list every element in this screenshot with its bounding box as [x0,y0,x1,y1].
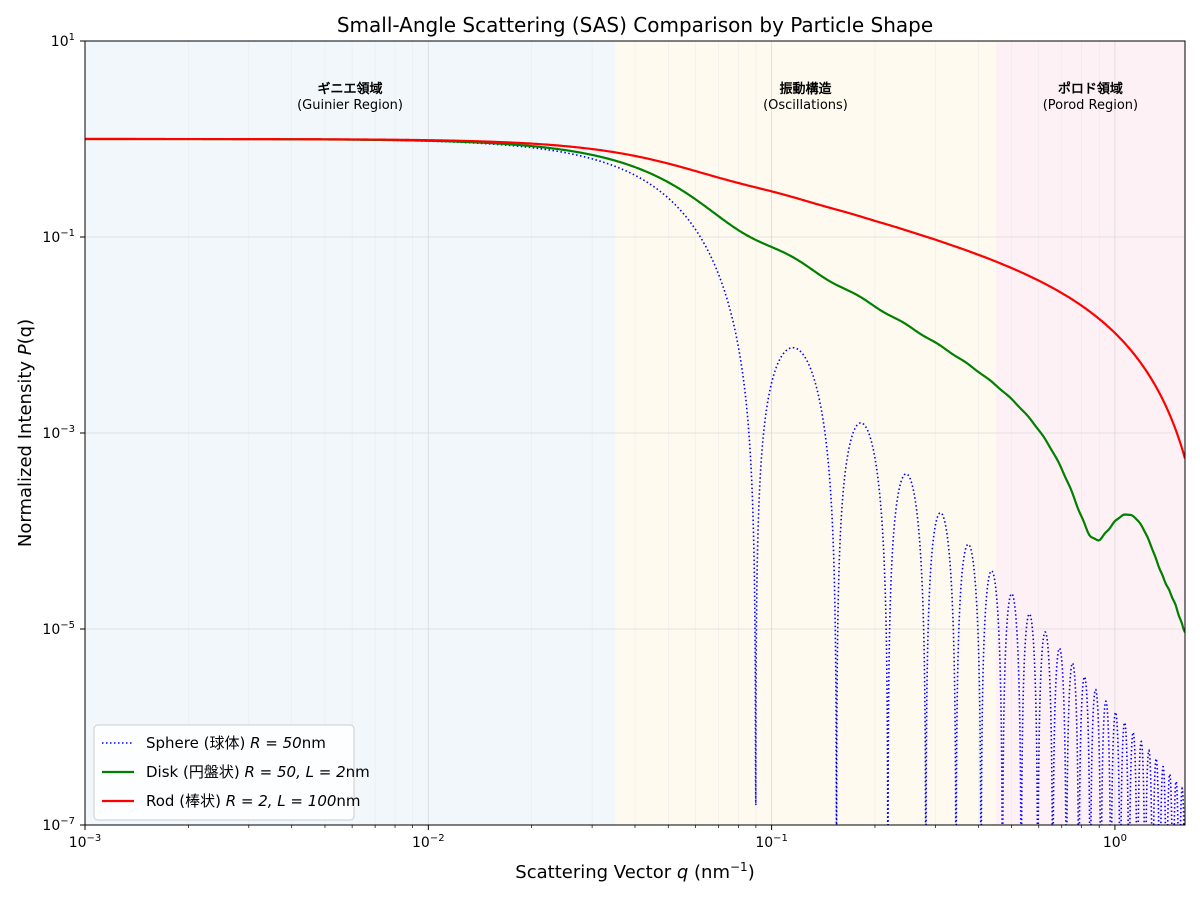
region-subtitle-1: (Oscillations) [763,98,848,113]
legend-box [93,724,355,821]
region-subtitle-0: (Guinier Region) [297,98,403,113]
y-tick-label: 10−1 [42,228,75,246]
legend-label-sphere: Sphere (球体) R = 50nm [146,734,326,752]
y-axis-label: Normalized Intensity P(q) [15,319,36,547]
region-labels: ギニエ領域(Guinier Region) 振動構造(Oscillations) ポ… [297,81,1138,113]
series-lines [85,137,1185,825]
y-tick-label: 10−7 [42,816,75,834]
chart-title: Small-Angle Scattering (SAS) Comparison … [337,13,933,37]
region-subtitle-2: (Porod Region) [1043,98,1138,113]
series-line-sphere [85,138,1185,825]
y-tick-label: 101 [51,32,75,50]
x-tick-label: 10−1 [755,833,788,851]
region-title-0: ギニエ領域 [318,81,383,97]
x-axis-label: Scattering Vector q (nm−1) [515,860,754,883]
x-tick-label: 10−2 [412,833,445,851]
x-tick-label: 10−3 [69,833,102,851]
series-line-rod [85,137,1185,459]
axis-ticks: 10−3 10−2 10−1 100 10−7 10−5 10−3 10−1 101 [42,32,1127,851]
y-tick-label: 10−3 [42,424,75,442]
legend-label-disk: Disk (円盤状) R = 50, L = 2nm [146,763,370,781]
region-title-2: ポロド領域 [1058,81,1123,97]
legend: Sphere (球体) R = 50nm Disk (円盤状) R = 50, L… [93,724,370,821]
region-title-1: 振動構造 [779,81,832,97]
y-tick-label: 10−5 [42,620,75,638]
x-tick-label: 100 [1103,833,1127,851]
legend-label-rod: Rod (棒状) R = 2, L = 100nm [146,792,361,810]
